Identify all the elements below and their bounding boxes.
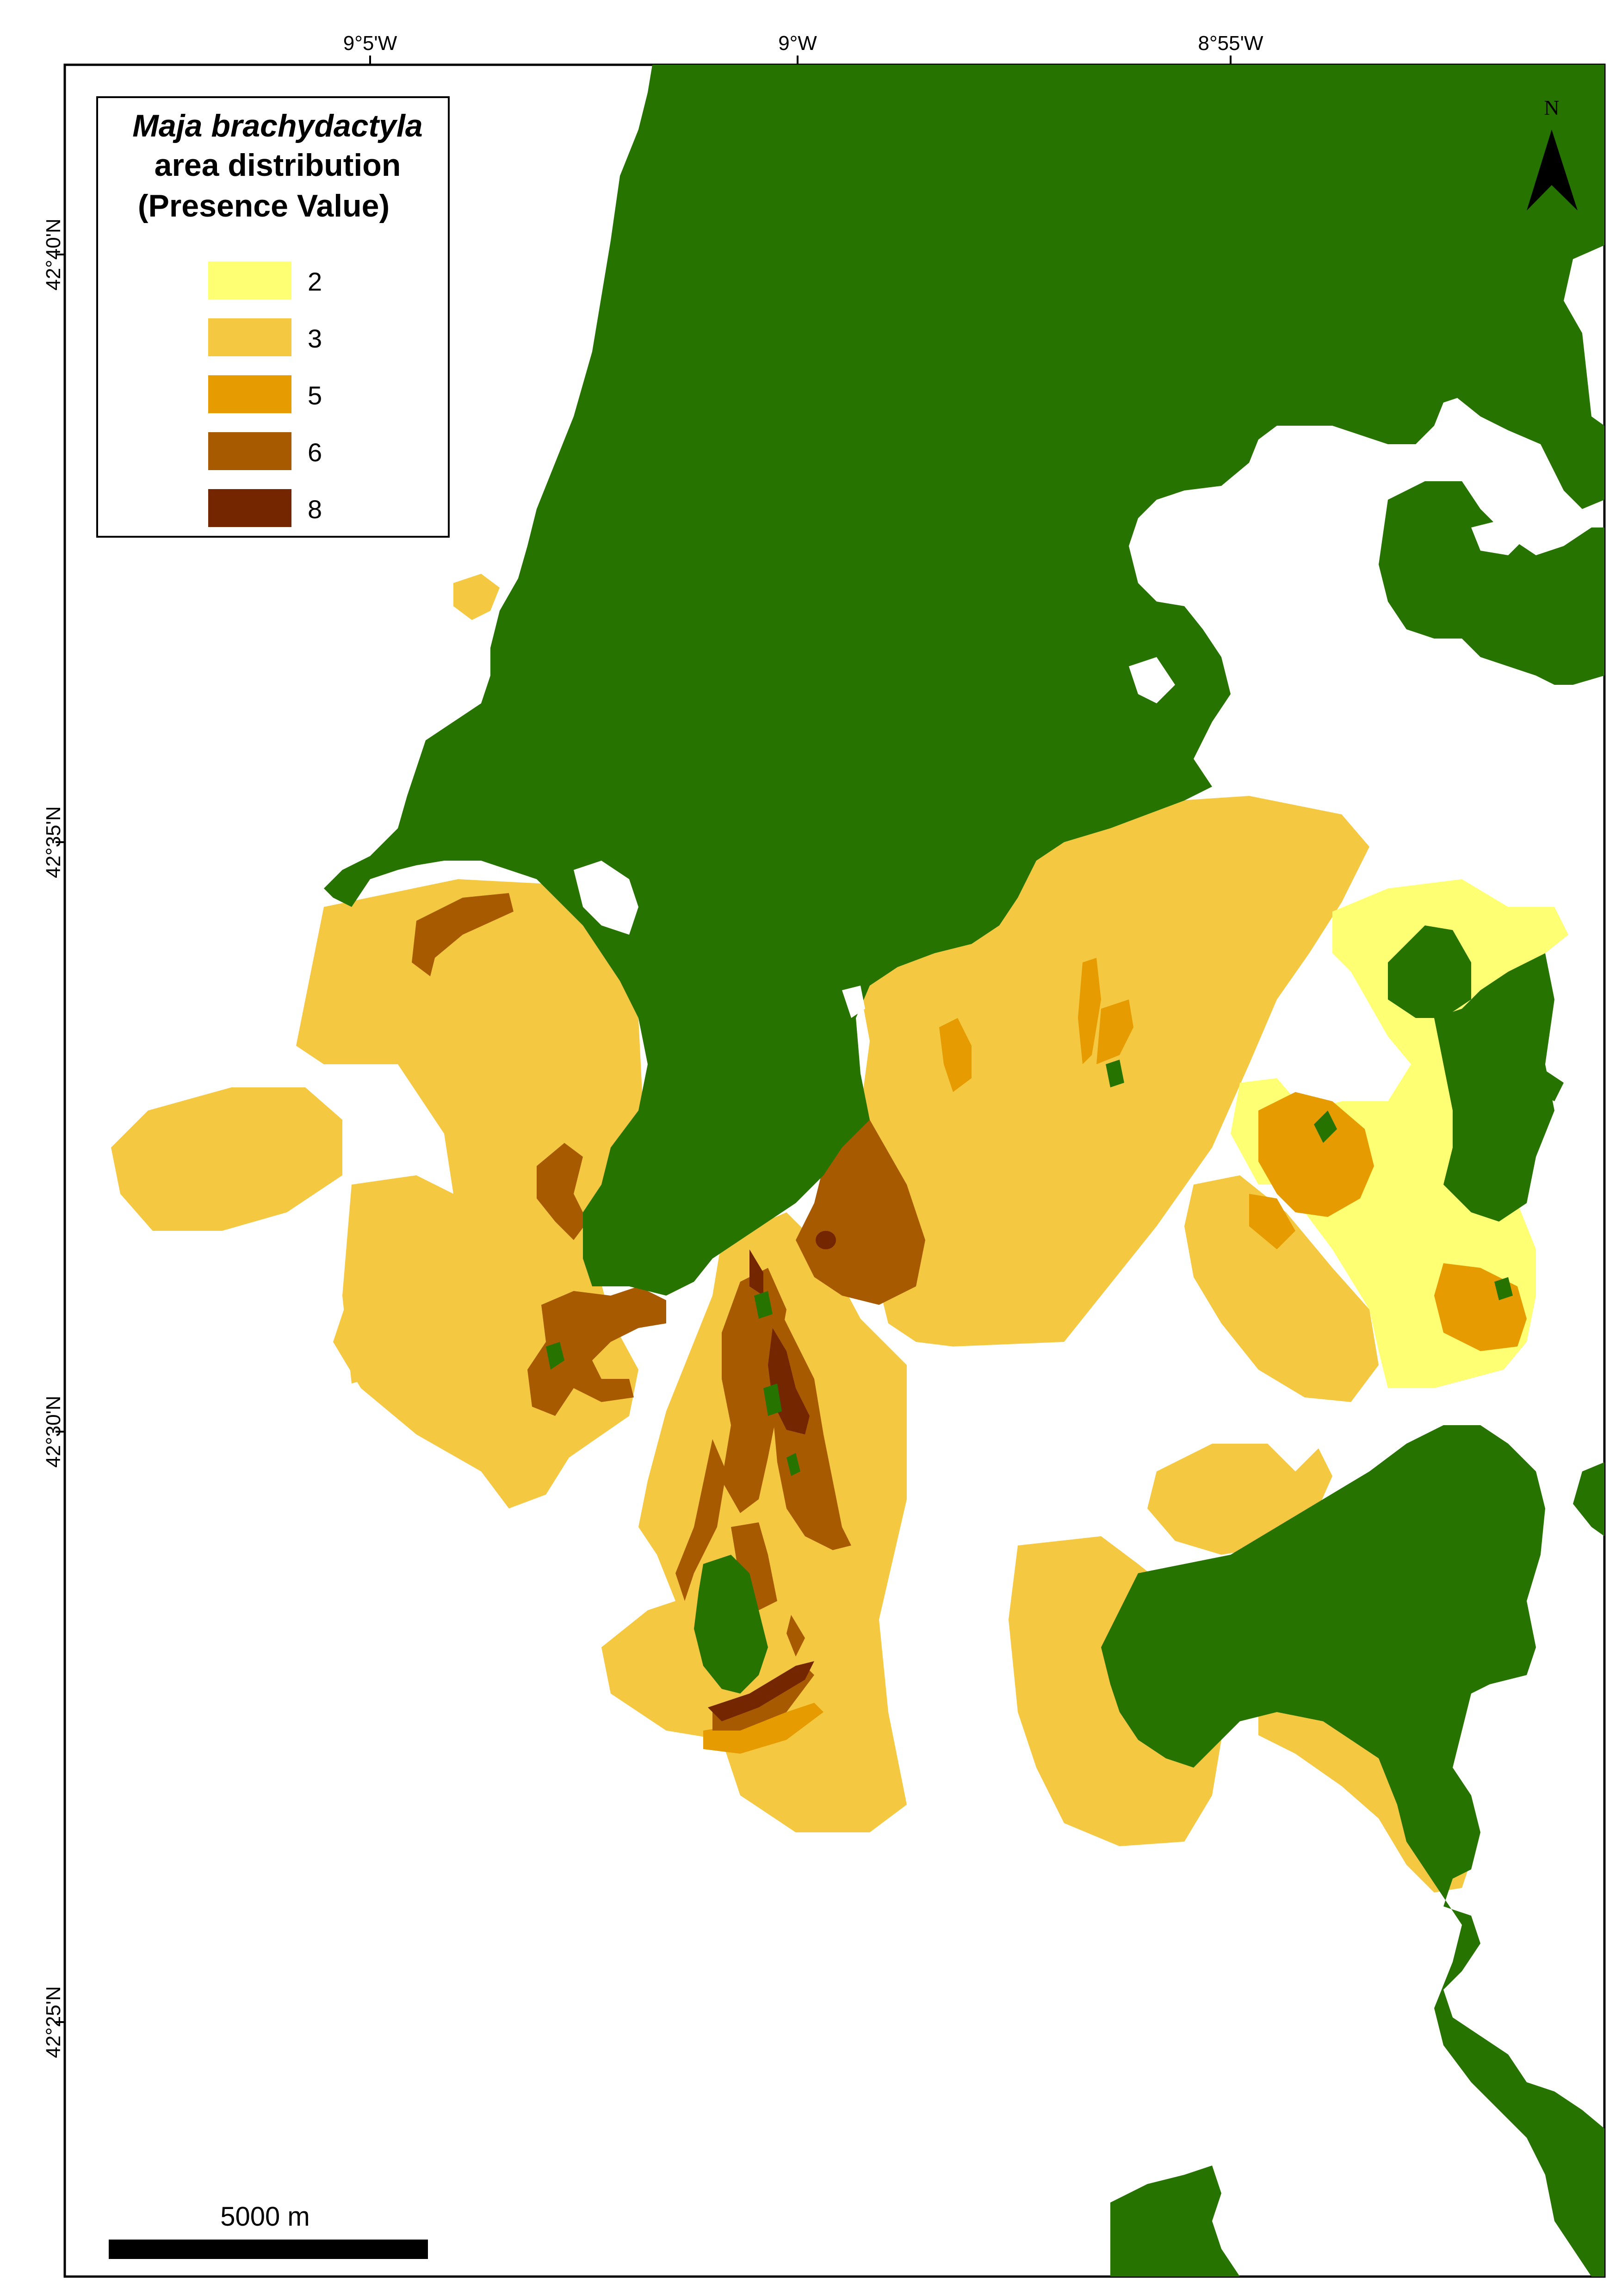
- legend-value-label: 3: [308, 324, 322, 353]
- x-tick-label: 8°55'W: [1198, 32, 1263, 55]
- water-inlets: [574, 518, 1527, 1018]
- legend-swatch: [208, 318, 291, 356]
- map-content: [111, 65, 1604, 2277]
- x-tick-label: 9°5'W: [343, 32, 397, 55]
- legend-title-line3: (Presence Value): [138, 188, 390, 223]
- x-axis-ticks: 9°5'W 9°W 8°55'W: [343, 32, 1263, 65]
- legend-title-line2: area distribution: [155, 148, 401, 183]
- scale-label: 5000 m: [220, 2202, 310, 2232]
- legend-value-label: 6: [308, 438, 322, 467]
- legend-swatch: [208, 489, 291, 527]
- north-arrow: N: [1527, 96, 1578, 211]
- legend: Maja brachydactyla area distribution (Pr…: [96, 96, 450, 538]
- legend-swatch: [208, 375, 291, 413]
- y-axis-ticks: 42°40'N 42°35'N 42°30'N 42°25'N: [42, 218, 65, 2058]
- legend-swatch: [208, 261, 291, 299]
- legend-swatch: [208, 432, 291, 470]
- land-masses: [324, 65, 1604, 2277]
- presence-5-zones: [703, 958, 1527, 1754]
- north-label: N: [1544, 96, 1559, 119]
- scale-bar: 5000 m: [109, 2202, 428, 2259]
- legend-title-species: Maja brachydactyla: [132, 108, 422, 143]
- scale-bar-line: [109, 2240, 428, 2259]
- x-tick-label: 9°W: [778, 32, 817, 55]
- legend-value-label: 8: [308, 495, 322, 524]
- legend-value-label: 5: [308, 381, 322, 410]
- north-arrow-icon: [1527, 130, 1578, 211]
- legend-value-label: 2: [308, 267, 322, 296]
